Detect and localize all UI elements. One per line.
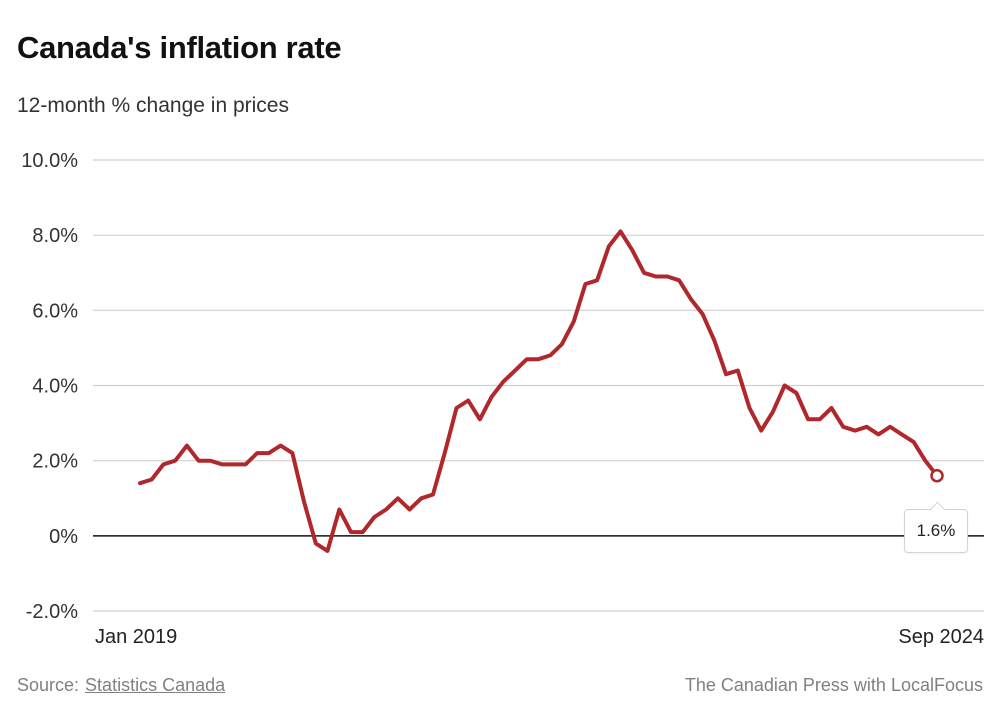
data-point[interactable]: May 2023: 3.4% [746,405,752,411]
data-point[interactable]: Mar 2021: 2.2% [442,450,448,456]
data-point[interactable]: Aug 2024: 2% [922,458,928,464]
data-point[interactable]: May 2019: 2.4% [184,443,190,449]
data-point[interactable]: Aug 2020: 0.1% [360,529,366,535]
data-point[interactable]: Jul 2021: 3.7% [489,394,495,400]
data-point[interactable]: Mar 2019: 1.9% [160,461,166,467]
data-point[interactable]: Jun 2019: 2% [196,458,202,464]
source-link[interactable]: Statistics Canada [85,675,226,695]
y-tick-label: 6.0% [32,300,78,322]
data-point[interactable]: Jul 2019: 2% [207,458,213,464]
y-tick-label: 10.0% [21,150,78,172]
x-axis-ticks: Jan 2019 Sep 2024 [95,626,984,648]
data-point[interactable]: Nov 2020: 1% [395,495,401,501]
data-point[interactable]: Oct 2021: 4.7% [524,356,530,362]
data-point[interactable]: Jun 2021: 3.1% [477,416,483,422]
y-tick-label: 2.0% [32,451,78,473]
y-axis-ticks: 10.0% 8.0% 6.0% 4.0% 2.0% 0% -2.0% [21,150,78,623]
data-point[interactable]: Jan 2019: 1.4% [137,480,143,486]
source-credit: Source: Statistics Canada [17,675,225,696]
data-point[interactable]: Jan 2023: 5.9% [700,311,706,317]
data-point[interactable]: Oct 2023: 3.1% [805,416,811,422]
data-point[interactable]: Jun 2023: 2.8% [758,428,764,434]
data-point[interactable]: Sep 2020: 0.5% [371,514,377,520]
data-point[interactable]: Feb 2020: 2.2% [289,450,295,456]
data-point[interactable]: Mar 2023: 4.3% [723,371,729,377]
data-point[interactable]: Oct 2020: 0.7% [383,507,389,513]
data-point[interactable]: Nov 2019: 2.2% [254,450,260,456]
x-tick-label-end: Sep 2024 [898,626,984,648]
chart-title: Canada's inflation rate [17,30,342,65]
data-point[interactable]: Feb 2019: 1.5% [149,476,155,482]
data-point[interactable]: Aug 2021: 4.1% [500,379,506,385]
y-tick-label: 8.0% [32,225,78,247]
data-point[interactable]: Mar 2022: 6.7% [582,281,588,287]
data-point[interactable]: Jul 2020: 0.1% [348,529,354,535]
last-value-label: 1.6% [916,521,956,540]
publisher-credit: The Canadian Press with LocalFocus [684,675,983,695]
data-point[interactable]: Mar 2024: 2.9% [864,424,870,430]
data-point[interactable]: Nov 2021: 4.7% [536,356,542,362]
data-point[interactable]: Dec 2020: 0.7% [407,507,413,513]
data-point[interactable]: Jul 2022: 7.6% [629,247,635,253]
data-point[interactable]: Apr 2020: -0.2% [313,540,319,546]
data-point[interactable]: Jun 2022: 8.1% [618,228,624,234]
data-point[interactable]: Apr 2022: 6.8% [594,277,600,283]
data-point[interactable]: Mar 2020: 0.9% [301,499,307,505]
data-point[interactable]: May 2024: 2.9% [887,424,893,430]
y-tick-label: 0% [49,526,78,548]
inflation-line [138,229,939,553]
data-point[interactable]: May 2020: -0.4% [325,548,331,554]
last-value-tooltip: 1.6% [904,509,968,553]
series-layer: Jan 2019: 1.4% Feb 2019: 1.5% Mar 2019: 1.… [137,228,944,554]
data-point[interactable]: Nov 2023: 3.1% [817,416,823,422]
data-point[interactable]: May 2022: 7.7% [606,243,612,249]
data-point[interactable]: May 2021: 3.6% [465,398,471,404]
data-point[interactable]: Jan 2024: 2.9% [840,424,846,430]
data-point[interactable]: Dec 2022: 6.3% [688,296,694,302]
data-point[interactable]: Dec 2021: 4.8% [547,352,553,358]
data-point[interactable]: Apr 2019: 2% [172,458,178,464]
data-point[interactable]: Sep 2019: 1.9% [231,461,237,467]
data-point[interactable]: Sep 2023: 3.8% [793,390,799,396]
data-point[interactable]: Feb 2022: 5.7% [571,319,577,325]
data-point[interactable]: Jul 2024: 2.5% [911,439,917,445]
data-point[interactable]: Aug 2023: 4% [782,383,788,389]
data-point[interactable]: Oct 2022: 6.9% [664,274,670,280]
data-point[interactable]: Apr 2024: 2.7% [875,431,881,437]
data-point[interactable]: Feb 2023: 5.2% [711,337,717,343]
last-point-marker[interactable] [930,468,944,483]
data-point[interactable]: Feb 2021: 1.1% [430,491,436,497]
data-point[interactable]: Oct 2019: 1.9% [242,461,248,467]
data-point[interactable]: Jul 2023: 3.3% [770,409,776,415]
data-point[interactable]: Dec 2023: 3.4% [829,405,835,411]
data-point[interactable]: Aug 2022: 7% [641,270,647,276]
x-tick-label-start: Jan 2019 [95,626,177,648]
data-point[interactable]: Feb 2024: 2.8% [852,428,858,434]
data-point[interactable]: Jun 2020: 0.7% [336,507,342,513]
data-point[interactable]: Jun 2024: 2.7% [899,431,905,437]
gridlines [93,159,984,612]
data-point[interactable]: Sep 2022: 6.9% [653,274,659,280]
data-point[interactable]: Jan 2020: 2.4% [278,443,284,449]
data-point[interactable]: Jan 2021: 1% [418,495,424,501]
y-tick-label: 4.0% [32,376,78,398]
chart-subtitle: 12-month % change in prices [17,94,289,117]
y-tick-label: -2.0% [26,601,78,623]
data-point[interactable]: Apr 2023: 4.4% [735,367,741,373]
data-point[interactable]: Nov 2022: 6.8% [676,277,682,283]
data-point[interactable]: Dec 2019: 2.2% [266,450,272,456]
data-point[interactable]: Sep 2021: 4.4% [512,367,518,373]
data-point[interactable]: Aug 2019: 1.9% [219,461,225,467]
source-prefix: Source: [17,675,80,695]
data-point[interactable]: Jan 2022: 5.1% [559,341,565,347]
data-point[interactable]: Apr 2021: 3.4% [453,405,459,411]
